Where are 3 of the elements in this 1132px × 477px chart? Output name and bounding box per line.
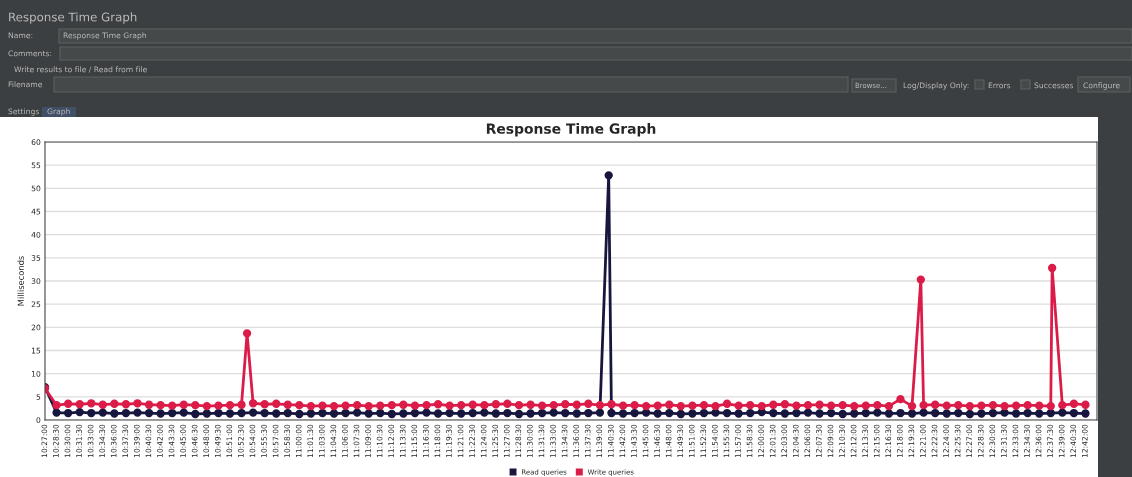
chart-title: Response Time Graph xyxy=(486,123,656,137)
y-axis-title: Milliseconds xyxy=(17,256,24,306)
text: Response Time Graph xyxy=(9,12,137,24)
